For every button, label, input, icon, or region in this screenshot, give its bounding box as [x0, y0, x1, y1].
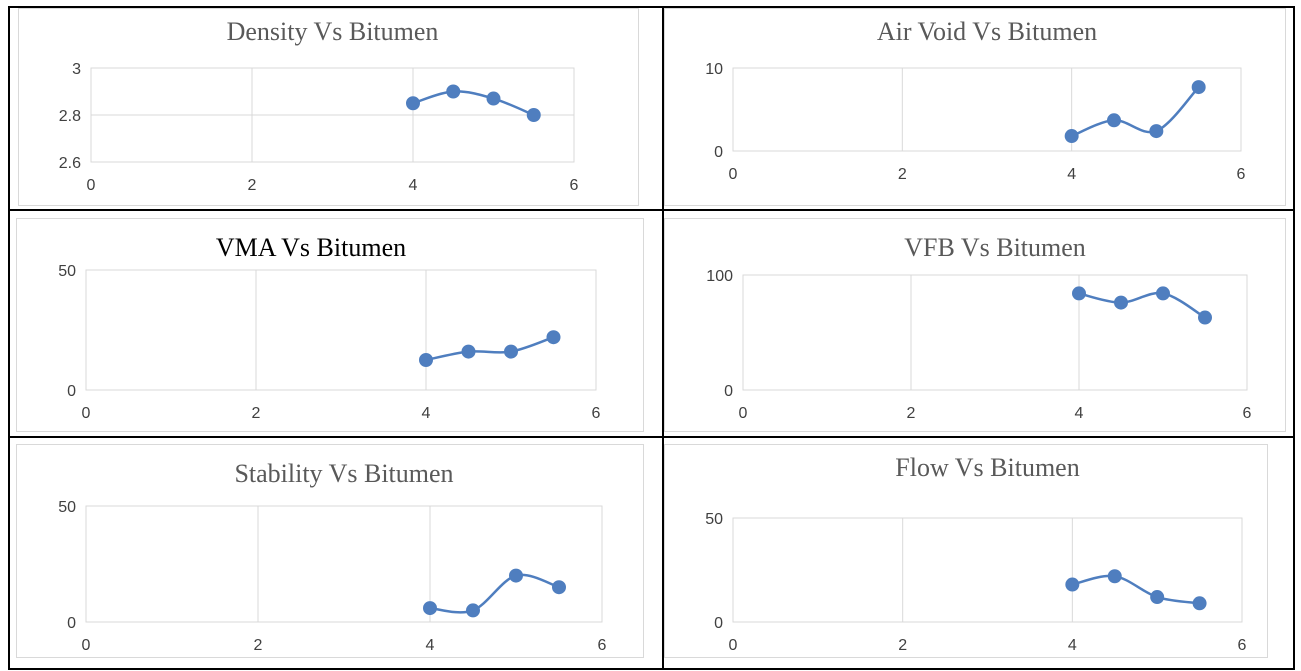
air-void-x-tick-label-3: 6 [1237, 166, 1246, 183]
density-data-point-0 [406, 96, 420, 111]
vma-data-point-3 [546, 330, 561, 345]
vma-data-point-1 [461, 344, 476, 359]
table-divider-vertical [662, 8, 664, 668]
table-divider-horizontal-1 [10, 209, 1293, 211]
vma-plot-area [85, 269, 597, 391]
air-void-chart-title: Air Void Vs Bitumen [877, 17, 1097, 46]
table-divider-horizontal-2 [10, 436, 1293, 438]
vma-x-tick-label-1: 2 [252, 405, 261, 422]
stability-series-line [429, 573, 560, 614]
density-x-tick-label-1: 2 [248, 177, 257, 194]
vfb-data-point-3 [1198, 310, 1212, 325]
vfb-chart-frame [664, 218, 1286, 432]
vma-y-tick-label-0: 0 [67, 383, 76, 400]
vfb-y-tick-label-1: 100 [706, 268, 733, 285]
flow-plot-area [732, 517, 1243, 623]
stability-chart-title: Stability Vs Bitumen [234, 459, 453, 488]
stability-x-tick-label-3: 6 [598, 637, 607, 654]
stability-data-point-3 [552, 580, 566, 595]
density-data-point-3 [526, 108, 541, 122]
flow-data-point-2 [1150, 590, 1165, 605]
flow-data-point-0 [1065, 577, 1080, 592]
density-y-tick-label-1: 2.8 [59, 108, 81, 125]
stability-data-point-2 [509, 568, 523, 583]
vfb-x-tick-label-2: 4 [1075, 405, 1084, 422]
air-void-x-tick-label-2: 4 [1067, 166, 1076, 183]
flow-y-tick-label-0: 0 [714, 615, 723, 632]
stability-x-tick-label-2: 4 [426, 637, 435, 654]
vfb-chart-title: VFB Vs Bitumen [904, 233, 1086, 262]
flow-data-point-1 [1107, 569, 1122, 584]
density-x-tick-label-2: 4 [409, 177, 418, 194]
stability-data-point-1 [466, 603, 480, 618]
density-data-point-2 [486, 91, 501, 106]
flow-chart-title: Flow Vs Bitumen [895, 453, 1079, 482]
density-chart-title: Density Vs Bitumen [227, 17, 439, 46]
vfb-data-point-0 [1072, 286, 1086, 301]
density-data-point-1 [446, 84, 461, 99]
vma-y-tick-label-1: 50 [58, 263, 76, 280]
vfb-series-line [1078, 291, 1206, 319]
density-y-tick-label-2: 3 [72, 61, 81, 78]
flow-data-point-3 [1192, 596, 1207, 611]
stability-y-tick-label-1: 50 [58, 499, 76, 516]
vfb-x-tick-label-3: 6 [1243, 405, 1252, 422]
density-chart-frame [18, 8, 639, 206]
stability-y-tick-label-0: 0 [67, 615, 76, 632]
air-void-data-point-1 [1107, 113, 1121, 128]
density-y-tick-label-0: 2.6 [59, 155, 81, 172]
vfb-plot-area [742, 274, 1248, 391]
air-void-data-point-0 [1064, 129, 1079, 144]
flow-series-line [1072, 574, 1200, 605]
vma-chart-frame [16, 218, 644, 432]
vma-x-tick-label-3: 6 [592, 405, 601, 422]
vma-data-point-2 [504, 344, 518, 359]
stability-data-point-0 [423, 601, 437, 616]
density-x-tick-label-3: 6 [570, 177, 579, 194]
vma-x-tick-label-2: 4 [422, 405, 431, 422]
density-x-tick-label-0: 0 [87, 177, 96, 194]
air-void-x-tick-label-0: 0 [729, 166, 738, 183]
air-void-x-tick-label-1: 2 [898, 166, 907, 183]
vma-series-line [425, 336, 554, 362]
vfb-x-tick-label-1: 2 [907, 405, 916, 422]
stability-x-tick-label-0: 0 [82, 637, 91, 654]
flow-x-tick-label-0: 0 [729, 637, 738, 654]
stability-x-tick-label-1: 2 [254, 637, 263, 654]
air-void-plot-area [732, 67, 1242, 152]
flow-y-tick-label-1: 50 [705, 511, 723, 528]
vma-data-point-0 [419, 353, 433, 367]
flow-x-tick-label-3: 6 [1238, 637, 1247, 654]
vfb-data-point-1 [1114, 295, 1128, 310]
flow-x-tick-label-1: 2 [898, 637, 907, 654]
flow-x-tick-label-2: 4 [1068, 637, 1077, 654]
air-void-data-point-2 [1149, 124, 1164, 139]
vfb-data-point-2 [1156, 286, 1170, 301]
air-void-y-tick-label-0: 0 [714, 144, 723, 161]
vfb-x-tick-label-0: 0 [739, 405, 748, 422]
vfb-y-tick-label-0: 0 [724, 383, 733, 400]
vma-chart-title: VMA Vs Bitumen [216, 233, 406, 262]
air-void-series-line [1071, 86, 1200, 138]
air-void-y-tick-label-1: 10 [705, 61, 723, 78]
air-void-data-point-3 [1191, 80, 1206, 95]
stability-plot-area [85, 505, 603, 623]
density-series-line [412, 90, 535, 117]
chart-grid-table [8, 6, 1295, 670]
vma-x-tick-label-0: 0 [82, 405, 91, 422]
